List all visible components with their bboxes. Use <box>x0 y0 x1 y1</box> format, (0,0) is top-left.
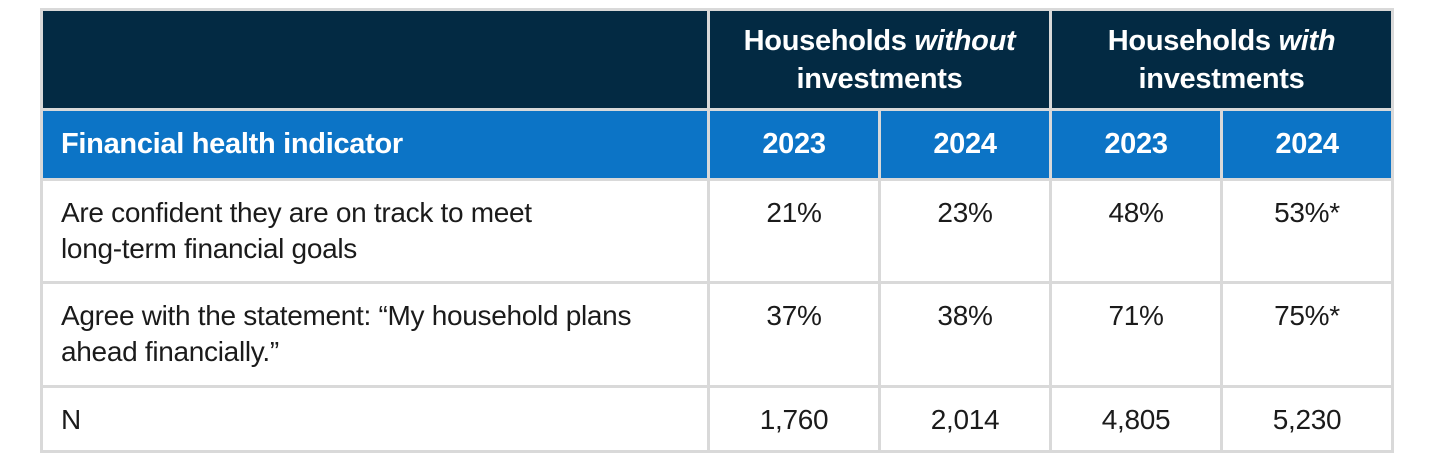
group-header-regular-text: Households <box>743 24 915 57</box>
group-header-line1: Households without <box>744 25 1016 57</box>
column-header-year-with-2024: 2024 <box>1220 108 1395 181</box>
value-cell: 48% <box>1049 178 1224 284</box>
row-label: Are confident they are on track to meet … <box>40 178 710 284</box>
table-row-sample-size: N 1,760 2,014 4,805 5,230 <box>40 385 1395 453</box>
value-cell: 21% <box>707 178 881 284</box>
value-cell: 4,805 <box>1049 385 1224 453</box>
column-header-label: Financial health indicator <box>40 108 710 181</box>
table-row-confident-on-track: Are confident they are on track to meet … <box>40 178 1395 284</box>
corner-empty-cell <box>40 8 710 111</box>
table-row-plans-ahead: Agree with the statement: “My household … <box>40 281 1395 388</box>
group-header-line1: Households with <box>1108 25 1336 57</box>
value-cell: 75%* <box>1220 281 1395 388</box>
column-header-row: Financial health indicator 2023 2024 202… <box>40 108 1395 181</box>
value-cell: 1,760 <box>707 385 881 453</box>
value-cell: 38% <box>877 281 1053 388</box>
value-cell: 37% <box>707 281 881 388</box>
group-header-italic-text: without <box>914 24 1016 57</box>
group-header-line2: investments <box>1138 62 1305 95</box>
column-header-year-with-2023: 2023 <box>1049 108 1224 181</box>
group-header-households-without: Households without investments <box>706 8 1053 111</box>
financial-health-table: Households without investments Household… <box>40 8 1395 453</box>
value-cell: 71% <box>1049 281 1224 388</box>
row-label: N <box>40 385 710 453</box>
group-header-line2: investments <box>796 62 963 95</box>
group-header-households-with: Households with investments <box>1049 8 1395 111</box>
value-cell: 53%* <box>1220 178 1395 284</box>
row-label: Agree with the statement: “My household … <box>40 281 710 388</box>
group-header-italic-text: with <box>1278 24 1336 57</box>
value-cell: 5,230 <box>1220 385 1395 453</box>
column-header-year-without-2023: 2023 <box>707 108 881 181</box>
group-header-row: Households without investments Household… <box>40 8 1395 111</box>
column-header-year-without-2024: 2024 <box>877 108 1053 181</box>
value-cell: 23% <box>877 178 1053 284</box>
value-cell: 2,014 <box>877 385 1053 453</box>
group-header-regular-text: Households <box>1107 24 1279 57</box>
